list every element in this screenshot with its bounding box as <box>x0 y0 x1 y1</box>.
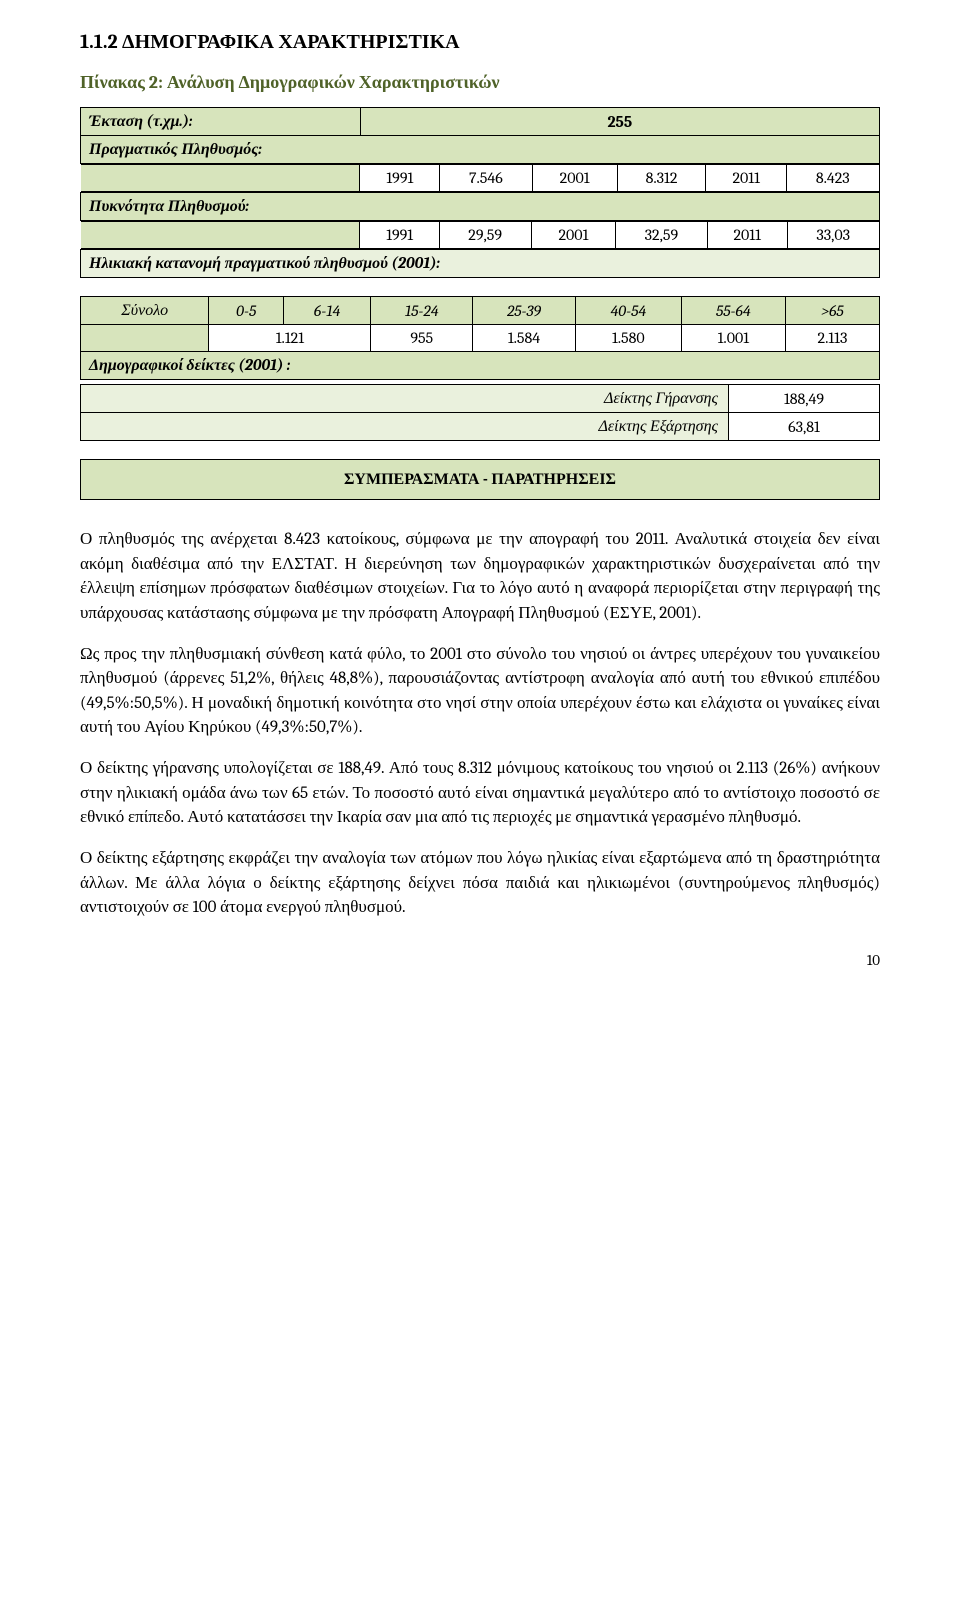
table-cell: 2001 <box>532 165 617 192</box>
age-value: 1.121 <box>209 325 371 352</box>
table-cell: 2011 <box>706 165 787 192</box>
paragraph: Ο δείκτης γήρανσης υπολογίζεται σε 188,4… <box>80 757 880 831</box>
index-label: Δείκτης Γήρανσης <box>81 385 729 413</box>
age-header: 0-5 <box>209 297 284 325</box>
age-value: 1.580 <box>575 325 681 352</box>
table-cell: 1991 <box>360 222 439 249</box>
conclusions-heading: ΣΥΜΠΕΡΑΣΜΑΤΑ - ΠΑΡΑΤΗΡΗΣΕΙΣ <box>80 459 880 500</box>
table-cell: 2001 <box>531 222 616 249</box>
age-header: 25-39 <box>473 297 576 325</box>
real-pop-label: Πραγματικός Πληθυσμός: <box>81 136 880 164</box>
age-header: >65 <box>785 297 879 325</box>
paragraph: Ο δείκτης εξάρτησης εκφράζει την αναλογί… <box>80 847 880 921</box>
table-cell: 29,59 <box>439 222 531 249</box>
area-label: Έκταση (τ.χμ.): <box>81 108 361 136</box>
age-header: 6-14 <box>283 297 370 325</box>
table-cell: 2011 <box>707 222 787 249</box>
index-value: 63,81 <box>729 413 880 441</box>
table-cell: 1991 <box>360 165 440 192</box>
table-cell: 32,59 <box>616 222 707 249</box>
age-dist-title: Ηλικιακή κατανομή πραγματικού πληθυσμού … <box>81 250 880 278</box>
age-value: 1.584 <box>473 325 576 352</box>
body-text: Ο πληθυσμός της ανέρχεται 8.423 κατοίκου… <box>80 528 880 921</box>
age-header: 40-54 <box>575 297 681 325</box>
age-header: 15-24 <box>371 297 473 325</box>
index-label: Δείκτης Εξάρτησης <box>81 413 729 441</box>
density-values: 1991 29,59 2001 32,59 2011 33,03 <box>81 221 880 249</box>
table-caption: Πίνακας 2: Ανάλυση Δημογραφικών Χαρακτηρ… <box>80 72 880 93</box>
real-pop-values: 1991 7.546 2001 8.312 2011 8.423 <box>81 164 880 192</box>
density-label: Πυκνότητα Πληθυσμού: <box>81 193 880 221</box>
table-cell: 8.312 <box>617 165 706 192</box>
table-cell: 8.423 <box>787 165 879 192</box>
age-distribution-table: Σύνολο 0-5 6-14 15-24 25-39 40-54 55-64 … <box>80 296 880 380</box>
age-value <box>81 325 209 352</box>
paragraph: Ως προς την πληθυσμιακή σύνθεση κατά φύλ… <box>80 643 880 742</box>
age-value: 2.113 <box>785 325 879 352</box>
age-header: 55-64 <box>681 297 785 325</box>
age-value: 1.001 <box>681 325 785 352</box>
area-value: 255 <box>360 108 879 136</box>
index-value: 188,49 <box>729 385 880 413</box>
table-cell: 33,03 <box>787 222 879 249</box>
paragraph: Ο πληθυσμός της ανέρχεται 8.423 κατοίκου… <box>80 528 880 627</box>
page-number: 10 <box>80 951 880 969</box>
demo-indices-table: Δείκτης Γήρανσης 188,49 Δείκτης Εξάρτηση… <box>80 384 880 441</box>
demo-indices-label: Δημογραφικοί δείκτες (2001) : <box>81 352 880 380</box>
section-heading: 1.1.2 ΔΗΜΟΓΡΑΦΙΚΑ ΧΑΡΑΚΤΗΡΙΣΤΙΚΑ <box>80 30 880 54</box>
age-value: 955 <box>371 325 473 352</box>
age-header: Σύνολο <box>81 297 209 325</box>
area-table: Έκταση (τ.χμ.): 255 Πραγματικός Πληθυσμό… <box>80 107 880 278</box>
table-cell: 7.546 <box>440 165 532 192</box>
